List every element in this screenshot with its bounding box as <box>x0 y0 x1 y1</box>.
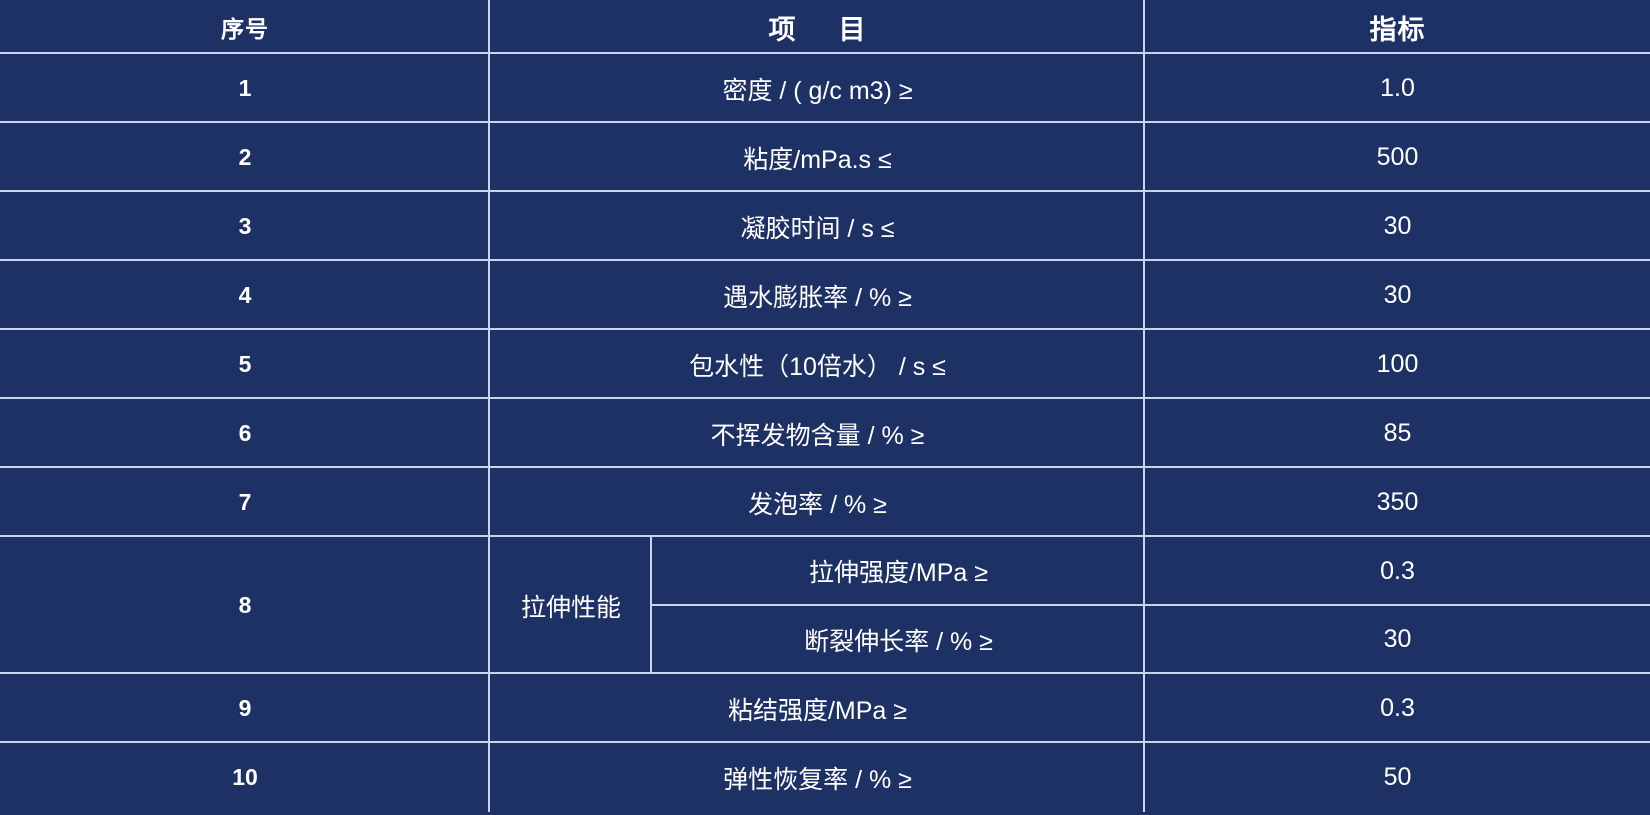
cell-item: 发泡率 / % ≥ <box>490 468 1145 537</box>
cell-seq: 7 <box>0 468 490 537</box>
cell-value: 100 <box>1145 330 1650 399</box>
cell-item: 密度 / ( g/c m3) ≥ <box>490 54 1145 123</box>
cell-seq: 5 <box>0 330 490 399</box>
cell-item: 弹性恢复率 / % ≥ <box>490 743 1145 812</box>
cell-item: 断裂伸长率 / % ≥ <box>652 605 1145 674</box>
cell-value: 30 <box>1145 261 1650 330</box>
table-row-group: 8 拉伸性能 拉伸强度/MPa ≥ 0.3 <box>0 537 1650 674</box>
cell-item: 遇水膨胀率 / % ≥ <box>490 261 1145 330</box>
column-header-seq: 序号 <box>0 0 490 54</box>
cell-seq: 8 <box>0 537 490 674</box>
cell-value: 85 <box>1145 399 1650 468</box>
table-row: 4 遇水膨胀率 / % ≥ 30 <box>0 261 1650 330</box>
table-body: 1 密度 / ( g/c m3) ≥ 1.0 2 粘度/mPa.s ≤ 500 … <box>0 54 1650 812</box>
cell-seq: 9 <box>0 674 490 743</box>
column-header-item-part2: 目 <box>838 14 867 45</box>
table-row: 2 粘度/mPa.s ≤ 500 <box>0 123 1650 192</box>
cell-seq: 10 <box>0 743 490 812</box>
cell-value: 350 <box>1145 468 1650 537</box>
cell-value: 30 <box>1145 192 1650 261</box>
cell-item: 不挥发物含量 / % ≥ <box>490 399 1145 468</box>
cell-item: 包水性（10倍水） / s ≤ <box>490 330 1145 399</box>
column-header-item: 项目 <box>490 0 1145 54</box>
cell-seq: 2 <box>0 123 490 192</box>
column-header-value: 指标 <box>1145 0 1650 54</box>
table-row: 6 不挥发物含量 / % ≥ 85 <box>0 399 1650 468</box>
table-row: 1 密度 / ( g/c m3) ≥ 1.0 <box>0 54 1650 123</box>
cell-item: 粘结强度/MPa ≥ <box>490 674 1145 743</box>
cell-item: 凝胶时间 / s ≤ <box>490 192 1145 261</box>
column-header-item-part1: 项 <box>768 14 797 45</box>
cell-item: 粘度/mPa.s ≤ <box>490 123 1145 192</box>
header-row: 序号 项目 指标 <box>0 0 1650 54</box>
cell-value: 50 <box>1145 743 1650 812</box>
cell-item: 拉伸强度/MPa ≥ <box>652 537 1145 606</box>
cell-seq: 1 <box>0 54 490 123</box>
cell-value: 30 <box>1145 605 1650 674</box>
cell-seq: 3 <box>0 192 490 261</box>
cell-group-label: 拉伸性能 <box>490 537 652 674</box>
cell-seq: 6 <box>0 399 490 468</box>
cell-value: 0.3 <box>1145 537 1650 606</box>
cell-value: 0.3 <box>1145 674 1650 743</box>
table-row: 9 粘结强度/MPa ≥ 0.3 <box>0 674 1650 743</box>
table-subrow: 断裂伸长率 / % ≥ 30 <box>0 605 1650 674</box>
table-row: 3 凝胶时间 / s ≤ 30 <box>0 192 1650 261</box>
table-header: 序号 项目 指标 <box>0 0 1650 54</box>
table-row: 5 包水性（10倍水） / s ≤ 100 <box>0 330 1650 399</box>
table-row: 7 发泡率 / % ≥ 350 <box>0 468 1650 537</box>
table-row: 10 弹性恢复率 / % ≥ 50 <box>0 743 1650 812</box>
cell-value: 500 <box>1145 123 1650 192</box>
cell-value: 1.0 <box>1145 54 1650 123</box>
cell-seq: 4 <box>0 261 490 330</box>
